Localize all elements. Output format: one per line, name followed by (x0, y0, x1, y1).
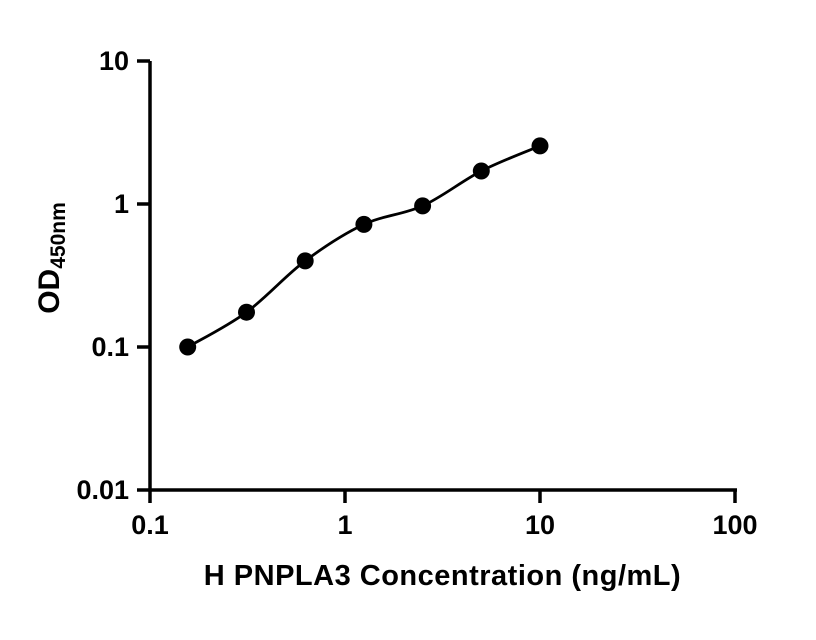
data-point (179, 338, 197, 356)
x-axis-tick-label: 100 (712, 510, 757, 540)
data-point (414, 197, 432, 215)
y-axis-title-subscript: 450nm (47, 202, 70, 269)
y-axis-tick-label: 10 (99, 46, 129, 76)
y-axis-title: OD450nm (33, 202, 71, 314)
data-point (472, 162, 490, 180)
x-axis-tick-label: 1 (337, 510, 352, 540)
x-axis-tick-label: 10 (525, 510, 555, 540)
data-point (531, 137, 549, 155)
y-axis-tick-label: 1 (114, 189, 129, 219)
data-point (296, 252, 314, 270)
x-axis-title: H PNPLA3 Concentration (ng/mL) (203, 560, 682, 592)
y-axis-tick-label: 0.01 (76, 475, 129, 505)
y-axis-title-main: OD (33, 268, 66, 314)
data-point (355, 215, 373, 233)
y-axis-tick-label: 0.1 (91, 332, 129, 362)
data-point (238, 303, 255, 321)
x-axis-tick-label: 0.1 (131, 510, 169, 540)
